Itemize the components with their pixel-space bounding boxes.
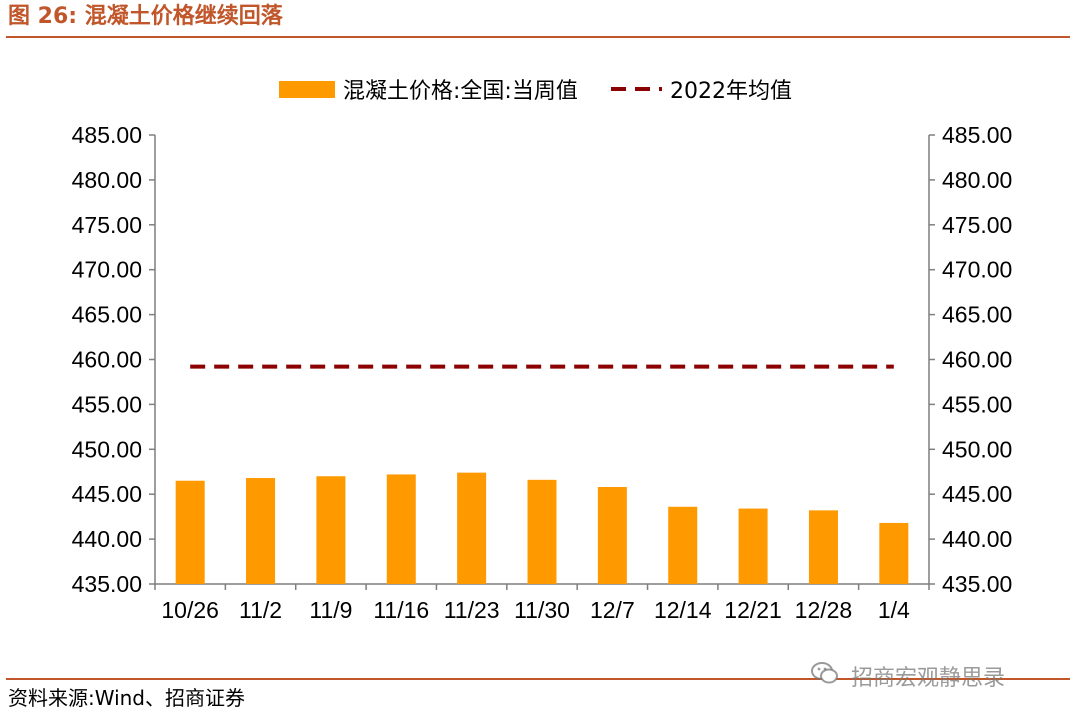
legend-dashed-label: 2022年均值 (670, 79, 792, 104)
y-tick-label-left: 440.00 (72, 526, 142, 552)
legend-bar-swatch (279, 81, 335, 98)
figure-title-prefix: 图 26: (8, 4, 78, 29)
x-tick-label: 12/14 (654, 597, 712, 623)
x-tick-label: 11/23 (444, 597, 500, 623)
bar-chart: 混凝土价格:全国:当周值 2022年均值 435.00440.00445.004… (72, 79, 1013, 623)
y-tick-label-left: 450.00 (72, 436, 142, 462)
y-tick-label-right: 435.00 (942, 571, 1012, 597)
x-tick-label: 11/16 (373, 597, 429, 623)
y-tick-label-left: 470.00 (72, 257, 142, 283)
y-tick-label-right: 440.00 (942, 526, 1012, 552)
y-tick-label-left: 480.00 (72, 167, 142, 193)
y-tick-label-right: 475.00 (942, 212, 1012, 238)
wechat-icon (810, 660, 840, 698)
x-tick-label: 12/21 (724, 597, 782, 623)
y-ticks-left: 435.00 440.00 445.00 450.00 455.00 460.00 465.… (72, 122, 155, 597)
y-ticks-right: 435.00 440.00 445.00 450.00 455.00 460.00 465.… (929, 122, 1012, 597)
bar (457, 472, 487, 584)
bar (175, 480, 205, 584)
y-tick-label-left: 460.00 (72, 347, 142, 373)
bottom-rule (6, 678, 1070, 680)
y-tick-label-right: 455.00 (942, 391, 1012, 417)
watermark: 招商宏观静思录 (810, 660, 1005, 696)
y-tick-label-left: 445.00 (72, 481, 142, 507)
bar (597, 487, 627, 584)
y-tick-label-left: 435.00 (72, 571, 142, 597)
top-rule (6, 36, 1070, 38)
bar (808, 510, 838, 584)
x-tick-label: 11/2 (239, 597, 282, 623)
y-tick-label-right: 445.00 (942, 481, 1012, 507)
x-tick-label: 12/7 (590, 597, 635, 623)
x-tick-label: 11/30 (514, 597, 570, 623)
figure-title: 图 26: 混凝土价格继续回落 (8, 2, 283, 32)
x-tick-label: 11/9 (309, 597, 352, 623)
bar (879, 522, 909, 584)
y-tick-label-right: 460.00 (942, 347, 1012, 373)
watermark-text: 招商宏观静思录 (851, 666, 1006, 691)
source-note: 资料来源:Wind、招商证券 (8, 686, 246, 710)
x-tick-label: 12/28 (795, 597, 853, 623)
bar (668, 506, 698, 584)
y-tick-label-right: 485.00 (942, 122, 1012, 148)
x-ticks: 10/26 11/2 11/9 11/16 11/23 11/30 12/7 12/14 12/… (154, 584, 930, 623)
y-tick-label-left: 465.00 (72, 302, 142, 328)
y-tick-label-right: 470.00 (942, 257, 1012, 283)
bar-series (175, 472, 909, 584)
y-tick-label-left: 475.00 (72, 212, 142, 238)
x-tick-label: 1/4 (878, 597, 910, 623)
bar (386, 474, 416, 584)
bar (316, 476, 346, 584)
figure-title-text: 混凝土价格继续回落 (84, 4, 283, 29)
bar (246, 478, 276, 584)
y-tick-label-right: 480.00 (942, 167, 1012, 193)
legend-bar-label: 混凝土价格:全国:当周值 (343, 79, 578, 104)
y-tick-label-right: 450.00 (942, 436, 1012, 462)
y-tick-label-left: 485.00 (72, 122, 142, 148)
bar (527, 479, 557, 584)
x-tick-label: 10/26 (161, 597, 219, 623)
y-tick-label-left: 455.00 (72, 391, 142, 417)
legend: 混凝土价格:全国:当周值 2022年均值 (279, 79, 792, 104)
bar (738, 508, 768, 584)
y-tick-label-right: 465.00 (942, 302, 1012, 328)
